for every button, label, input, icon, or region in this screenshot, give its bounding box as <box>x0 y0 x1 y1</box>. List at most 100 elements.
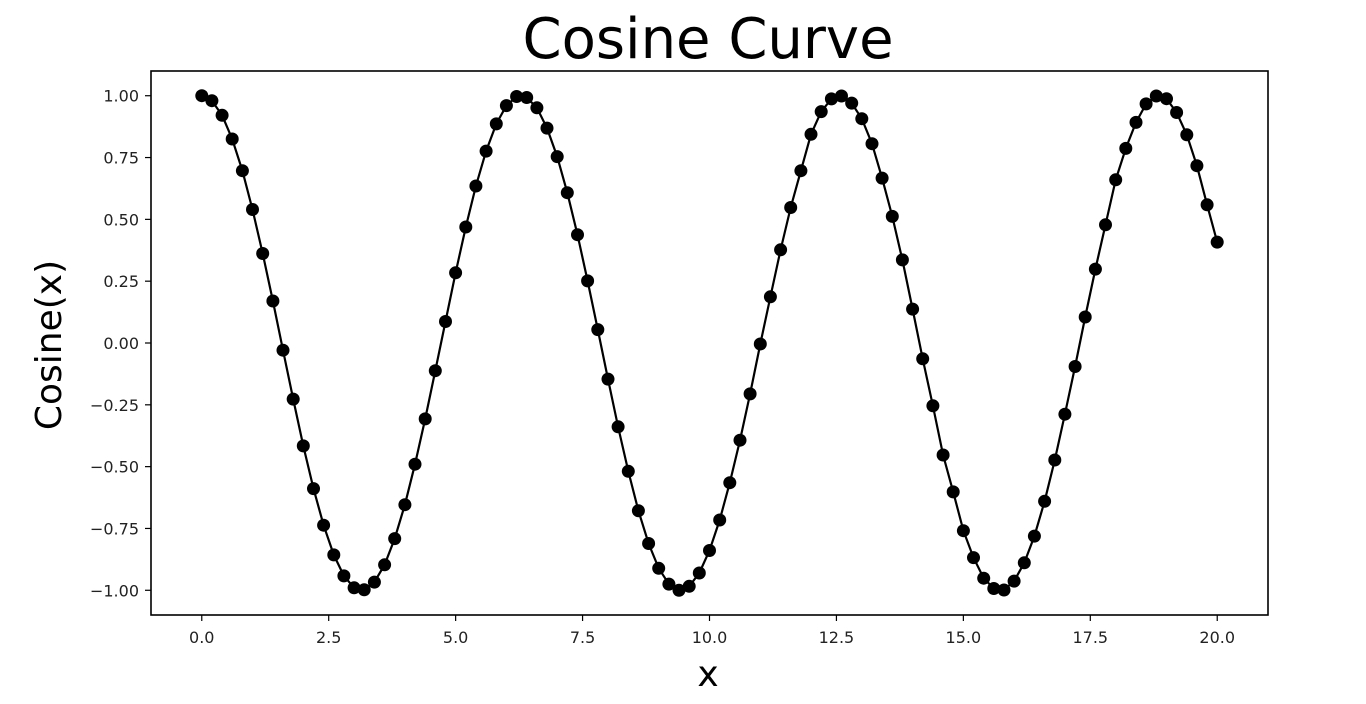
data-point <box>276 343 290 357</box>
x-tick-label: 17.5 <box>1072 628 1108 647</box>
data-point <box>763 290 777 304</box>
data-point <box>672 583 686 597</box>
data-point <box>865 137 879 151</box>
x-tick-label: 7.5 <box>570 628 595 647</box>
data-point <box>408 457 422 471</box>
data-point <box>510 90 524 103</box>
x-tick-label: 5.0 <box>443 628 468 647</box>
data-point <box>540 121 554 135</box>
y-tick-label: −0.25 <box>90 396 139 415</box>
data-point <box>895 253 909 267</box>
data-point <box>946 485 960 499</box>
data-point <box>967 551 980 565</box>
data-point <box>1099 218 1112 232</box>
x-axis-ticks: 0.0 2.5 5.0 7.5 10.0 12.5 15.0 17.5 20.0 <box>189 615 1235 647</box>
data-point <box>1007 574 1021 588</box>
x-tick-label: 12.5 <box>819 628 855 647</box>
data-point <box>388 532 402 546</box>
data-point <box>1170 106 1184 119</box>
data-point <box>439 315 452 328</box>
data-point <box>794 164 808 178</box>
data-point <box>327 548 341 562</box>
series-line <box>201 94 1219 592</box>
data-point <box>1129 115 1143 129</box>
y-tick-label: −0.50 <box>90 458 139 477</box>
data-point <box>571 228 584 242</box>
data-point <box>977 571 991 585</box>
data-point <box>591 323 605 337</box>
data-point <box>1048 453 1062 467</box>
data-point <box>256 247 270 260</box>
data-point <box>459 220 473 234</box>
y-tick-label: −1.00 <box>90 581 139 600</box>
data-point <box>774 243 788 257</box>
data-point <box>1119 141 1133 155</box>
data-point <box>692 566 706 580</box>
data-point <box>1190 159 1204 173</box>
series-markers <box>195 89 1224 597</box>
data-point <box>479 144 493 158</box>
data-point <box>723 476 737 490</box>
data-point <box>215 108 229 122</box>
data-point <box>367 575 381 589</box>
data-point <box>418 412 432 426</box>
data-point <box>733 433 747 447</box>
data-point <box>195 89 209 103</box>
data-point <box>662 577 676 591</box>
data-point <box>520 91 534 104</box>
data-point <box>703 544 716 557</box>
data-point <box>307 482 320 496</box>
data-point <box>296 439 310 453</box>
x-tick-label: 0.0 <box>189 628 214 647</box>
data-point <box>753 337 767 351</box>
data-point <box>246 203 259 216</box>
x-axis-title: x <box>697 654 718 695</box>
data-point <box>906 302 920 316</box>
x-tick-label: 15.0 <box>946 628 982 647</box>
data-point <box>225 132 239 146</box>
plot-frame <box>150 70 1269 616</box>
data-point <box>317 518 331 532</box>
data-point <box>1160 92 1173 106</box>
data-point <box>337 569 351 583</box>
data-point <box>956 524 970 538</box>
data-point <box>1139 97 1153 111</box>
data-point <box>1038 494 1052 508</box>
data-point <box>428 364 442 378</box>
y-tick-label: 0.25 <box>103 272 139 291</box>
y-tick-label: −0.75 <box>90 519 139 538</box>
data-point <box>845 96 859 110</box>
y-tick-label: 0.75 <box>103 149 139 168</box>
data-point <box>926 399 940 413</box>
data-point <box>1088 262 1102 276</box>
data-point <box>205 94 219 108</box>
y-axis-title: Cosine(x) <box>29 260 70 430</box>
data-point <box>530 101 544 115</box>
y-axis-ticks: 1.00 0.75 0.50 0.25 0.00 −0.25 −0.50 −0.75 −1.00 <box>90 87 151 600</box>
data-point <box>1210 235 1224 249</box>
y-tick-label: 1.00 <box>103 87 139 106</box>
data-point <box>1027 529 1041 543</box>
data-point <box>631 504 645 518</box>
data-point <box>642 537 656 550</box>
y-tick-label: 0.50 <box>103 210 139 229</box>
data-point <box>814 105 828 119</box>
data-point <box>743 387 757 401</box>
data-point <box>1078 310 1092 324</box>
data-point <box>398 498 412 512</box>
chart-title: Cosine Curve <box>522 7 893 72</box>
data-point <box>581 274 595 288</box>
data-point <box>1149 89 1163 103</box>
data-point <box>1200 198 1214 212</box>
data-point <box>652 561 666 575</box>
x-tick-label: 20.0 <box>1199 628 1235 647</box>
data-point <box>916 352 930 366</box>
data-point <box>824 92 838 106</box>
data-point <box>601 372 615 386</box>
data-point <box>550 150 564 164</box>
data-point <box>357 583 371 597</box>
data-point <box>875 171 889 185</box>
data-point <box>713 513 727 527</box>
